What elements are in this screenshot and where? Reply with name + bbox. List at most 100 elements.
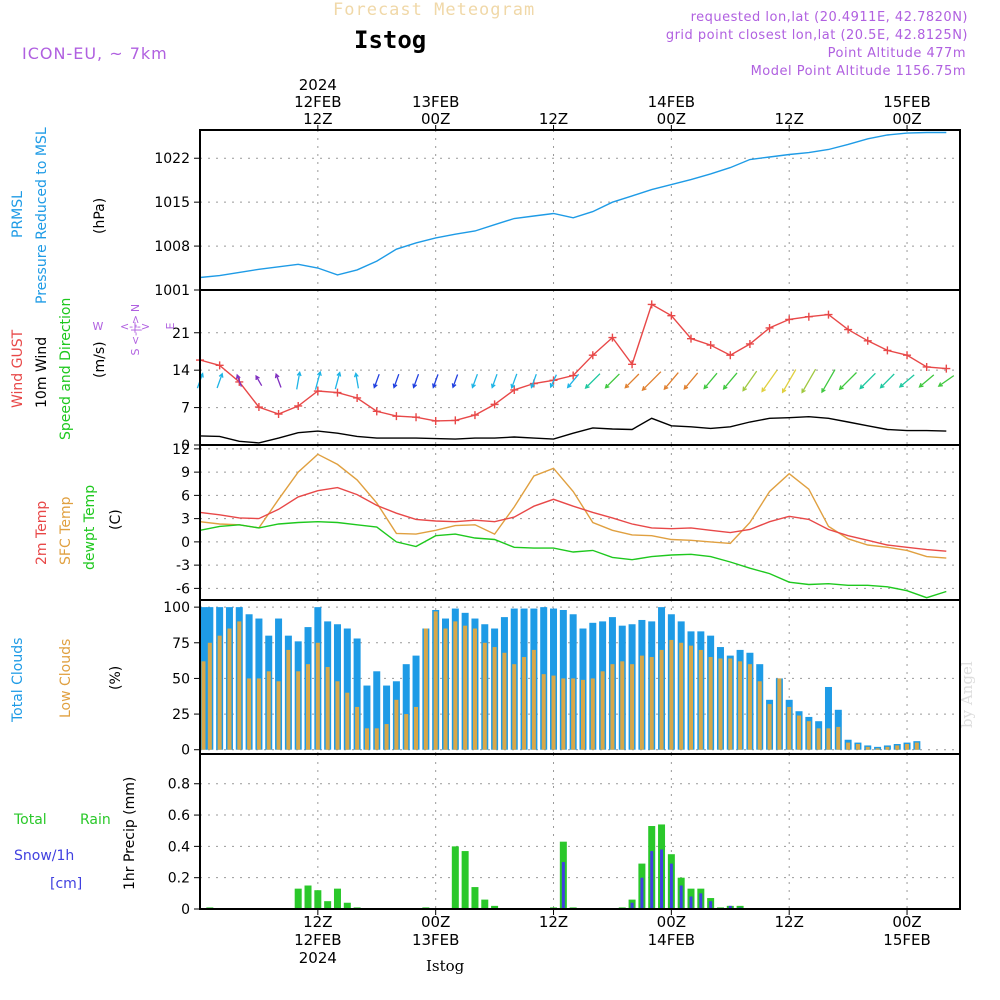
rain-bar — [343, 902, 351, 909]
low-clouds-bar — [649, 657, 654, 750]
wind-gust-marker — [254, 403, 263, 412]
top-time-label: 12Z — [539, 110, 568, 128]
top-time-label: 00Z — [892, 110, 921, 128]
wind-gust-marker — [510, 385, 519, 394]
top-time-label: 15FEB — [883, 93, 930, 111]
wind-gust-label: Wind GUST — [10, 329, 26, 408]
low-clouds-bar — [865, 746, 870, 750]
precip-ytick-label: 0.6 — [168, 808, 190, 824]
low-clouds-bar — [551, 675, 556, 750]
wind-gust-marker — [353, 393, 362, 402]
clouds-ytick-label: 25 — [172, 707, 190, 723]
low-clouds-bar — [757, 681, 762, 750]
temp-dewpt-label: dewpt Temp — [82, 485, 98, 570]
low-clouds-bar — [580, 679, 585, 750]
wind-10m-line — [199, 415, 947, 444]
prmsl-label: PRMSL — [10, 191, 26, 238]
wind-axis-title: Wind GUST 10m Wind Speed and Direction (… — [10, 298, 177, 440]
panel-frames — [194, 125, 961, 915]
low-clouds-bar — [276, 681, 281, 750]
wind-arrow — [392, 373, 400, 389]
wind-arrow — [761, 369, 778, 393]
clouds-axis-title: Total Clouds Low Clouds (%) — [10, 638, 124, 723]
low-clouds-bar — [227, 628, 232, 750]
temp-ytick-label: 0 — [181, 535, 190, 551]
low-clouds-bar — [708, 657, 713, 750]
bottom-time-label: 00Z — [657, 913, 686, 931]
wind-arrow — [451, 374, 459, 389]
low-clouds-bar — [797, 715, 802, 750]
wind-arrow — [274, 372, 282, 388]
wind-gust-marker — [588, 351, 597, 360]
model-label: ICON-EU, ~ 7km — [22, 44, 168, 63]
wind-arrow — [918, 374, 935, 388]
rain-label: Rain — [80, 812, 111, 828]
temp-axis-title: 2m Temp SFC Temp dewpt Temp (C) — [34, 485, 124, 570]
data-layer — [196, 131, 960, 910]
low-clouds-bar — [433, 611, 438, 750]
wind-gust-marker — [647, 300, 656, 309]
wind-arrow — [937, 375, 955, 387]
low-clouds-bar — [296, 671, 301, 750]
low-clouds-bar — [443, 628, 448, 750]
wind-arrow — [859, 372, 876, 390]
low-clouds-bar — [512, 664, 517, 750]
wind-gust-marker — [804, 312, 813, 321]
point-altitude: Point Altitude 477m — [827, 46, 966, 61]
low-clouds-bar — [679, 642, 684, 750]
low-clouds-bar — [404, 714, 409, 750]
rain-bar — [491, 905, 499, 909]
clouds-ytick-label: 100 — [163, 600, 190, 616]
snow-unit-label: [cm] — [50, 876, 82, 892]
wind-arrow — [216, 372, 224, 389]
low-clouds-bar — [689, 645, 693, 750]
wind-arrow — [566, 373, 580, 389]
low-clouds-bar — [256, 678, 261, 750]
top-time-label: 13FEB — [412, 93, 459, 111]
temp-ytick-label: 12 — [172, 442, 190, 458]
wind-arrow — [898, 374, 915, 388]
wind-gust-marker — [687, 334, 695, 343]
rain-bar — [471, 887, 479, 909]
temp-ytick-label: 9 — [181, 465, 190, 481]
wind-gust-marker — [824, 310, 833, 319]
low-clouds-bar — [492, 647, 497, 750]
bottom-time-label: 12FEB — [294, 931, 341, 949]
wind-gust-marker — [726, 351, 735, 360]
total-clouds-bar — [343, 628, 351, 750]
clouds-unit-label: (%) — [108, 666, 124, 690]
snow-bar — [699, 893, 703, 909]
bottom-time-label: 00Z — [892, 913, 921, 931]
rain-bar — [333, 888, 341, 909]
low-clouds-bar — [669, 639, 674, 750]
snow-bar — [630, 902, 634, 909]
bottom-time-label: 12Z — [303, 913, 332, 931]
wind-gust-marker — [431, 416, 440, 425]
compass-n: N — [129, 304, 142, 312]
temp-ytick-label: -3 — [176, 558, 190, 574]
wind-gust-marker — [942, 364, 951, 373]
temp-ytick-label: 6 — [181, 488, 190, 504]
location-title: Istog — [354, 26, 427, 54]
low-clouds-bar — [414, 706, 419, 750]
wind-arrow — [683, 372, 699, 390]
low-clouds-bar — [728, 658, 733, 750]
low-clouds-bar — [266, 671, 271, 750]
rain-bar — [304, 885, 312, 909]
wind-gust-marker — [313, 387, 322, 396]
precip-axis-title: Total Rain Snow/1h [cm] 1hr Precip (mm) — [13, 777, 138, 892]
snow-bar — [689, 896, 693, 909]
low-clouds-bar — [895, 745, 900, 750]
rain-bar — [324, 901, 332, 909]
wind-gust-marker — [294, 401, 303, 410]
wind-arrow — [549, 374, 557, 389]
grid-point-coords: grid point closest lon,lat (20.5E, 42.81… — [665, 28, 968, 43]
snow-bar — [640, 877, 644, 909]
wind-arrow — [255, 374, 263, 387]
low-clouds-bar — [502, 652, 507, 750]
total-clouds-bar — [373, 671, 381, 750]
low-clouds-bar — [698, 649, 703, 750]
bottom-time-label: 15FEB — [883, 931, 930, 949]
low-clouds-bar — [423, 628, 428, 750]
rain-bar — [481, 899, 489, 909]
